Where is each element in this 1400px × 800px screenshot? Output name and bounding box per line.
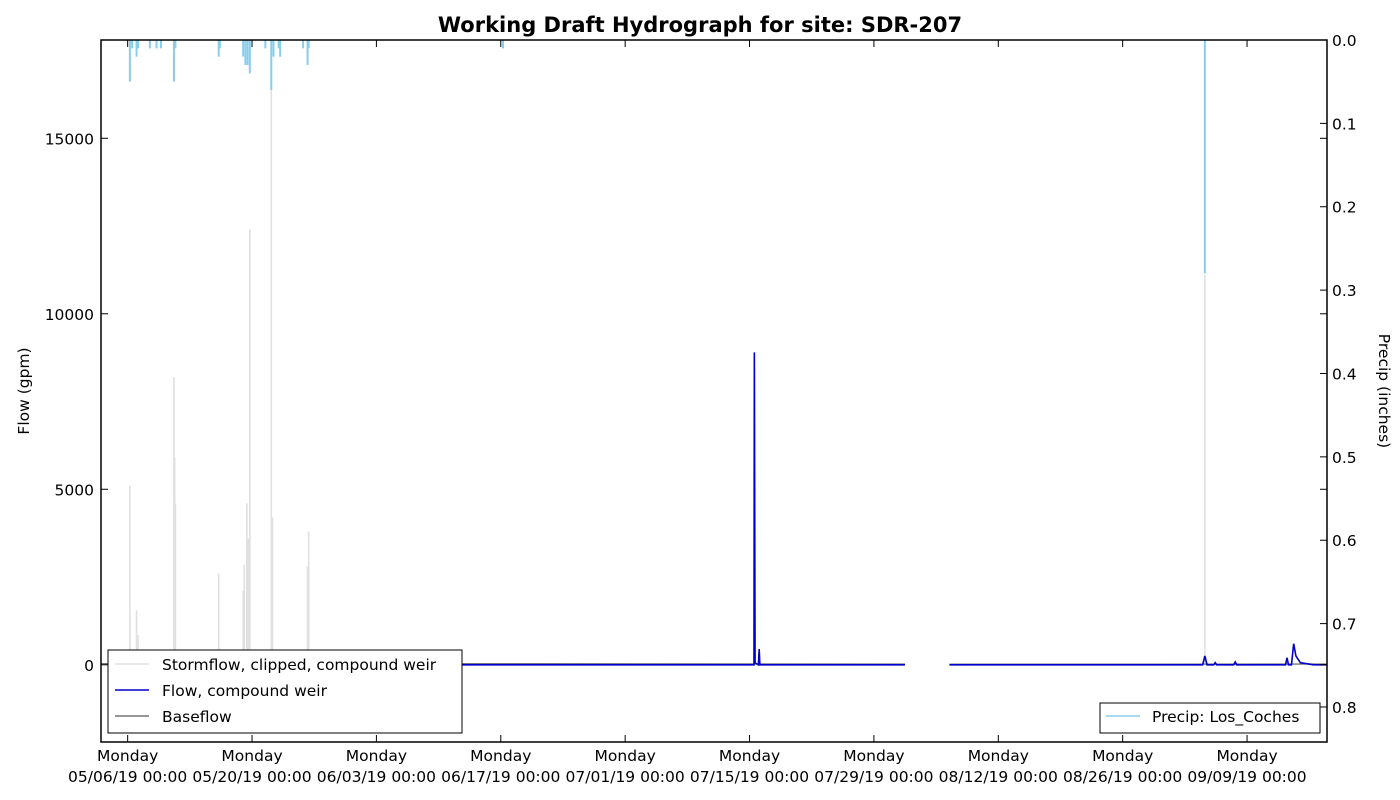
- right-y-axis: 0.0 0.1 0.2 0.3 0.4 0.5 0.6 0.7 0.8: [1320, 32, 1357, 717]
- x-tick-label-day: Monday: [843, 747, 904, 765]
- y2-tick-label: 0.2: [1332, 199, 1357, 217]
- y2-tick-label: 0.1: [1332, 115, 1357, 133]
- legend-box: [107, 649, 463, 734]
- x-tick-label-date: 08/26/19 00:00: [1063, 768, 1182, 786]
- y-tick-label: 15000: [45, 130, 94, 148]
- legend-precip: Precip: Los_Coches: [1099, 702, 1321, 734]
- y2-tick-label: 0.7: [1332, 616, 1357, 634]
- x-tick-label-day: Monday: [470, 747, 531, 765]
- y2-axis-label: Precip (inches): [1375, 334, 1393, 448]
- legend-label: Precip: Los_Coches: [1152, 708, 1299, 727]
- x-tick-label-date: 07/29/19 00:00: [814, 768, 933, 786]
- line-segment: [309, 352, 906, 667]
- x-axis: Monday 05/06/19 00:00 Monday 05/20/19 00:00…: [68, 40, 1307, 786]
- x-tick-label-day: Monday: [595, 747, 656, 765]
- y-tick-label: 0: [84, 657, 94, 675]
- chart-title: Working Draft Hydrograph for site: SDR-2…: [438, 13, 962, 37]
- precip-series: [128, 40, 1206, 274]
- legend-label: Stormflow, clipped, compound weir: [162, 656, 437, 674]
- x-tick-label-date: 06/17/19 00:00: [441, 768, 560, 786]
- x-tick-label-day: Monday: [221, 747, 282, 765]
- x-tick-label-date: 07/01/19 00:00: [566, 768, 685, 786]
- x-tick-label-day: Monday: [719, 747, 780, 765]
- y2-tick-label: 0.0: [1332, 32, 1357, 50]
- y2-tick-label: 0.5: [1332, 449, 1357, 467]
- x-tick-label-date: 07/15/19 00:00: [690, 768, 809, 786]
- stormflow-series: [129, 89, 1206, 665]
- x-tick-label-date: 08/12/19 00:00: [939, 768, 1058, 786]
- y2-tick-label: 0.8: [1332, 699, 1357, 717]
- y2-tick-label: 0.6: [1332, 532, 1357, 550]
- x-tick-label-date: 05/06/19 00:00: [68, 768, 187, 786]
- y-tick-label: 5000: [55, 481, 94, 499]
- x-tick-label-date: 05/20/19 00:00: [192, 768, 311, 786]
- legend-label: Baseflow: [162, 708, 232, 726]
- flow-series: [309, 352, 1327, 667]
- x-tick-label-date: 06/03/19 00:00: [317, 768, 436, 786]
- line-segment: [949, 643, 1327, 666]
- legend-flow: Stormflow, clipped, compound weir Flow, c…: [107, 649, 463, 734]
- x-tick-label-day: Monday: [968, 747, 1029, 765]
- x-tick-label-day: Monday: [1216, 747, 1277, 765]
- plot-frame: [100, 39, 1328, 743]
- left-y-axis: 0 5000 10000 15000: [45, 130, 1327, 675]
- y2-tick-label: 0.4: [1332, 365, 1357, 383]
- y-tick-label: 10000: [45, 306, 94, 324]
- y2-tick-label: 0.3: [1332, 282, 1357, 300]
- legend-box: [1099, 702, 1321, 734]
- legend-label: Flow, compound weir: [162, 682, 328, 700]
- x-tick-label-date: 09/09/19 00:00: [1187, 768, 1306, 786]
- x-tick-label-day: Monday: [1092, 747, 1153, 765]
- x-tick-label-day: Monday: [346, 747, 407, 765]
- y-axis-label: Flow (gpm): [15, 347, 33, 434]
- x-tick-label-day: Monday: [97, 747, 158, 765]
